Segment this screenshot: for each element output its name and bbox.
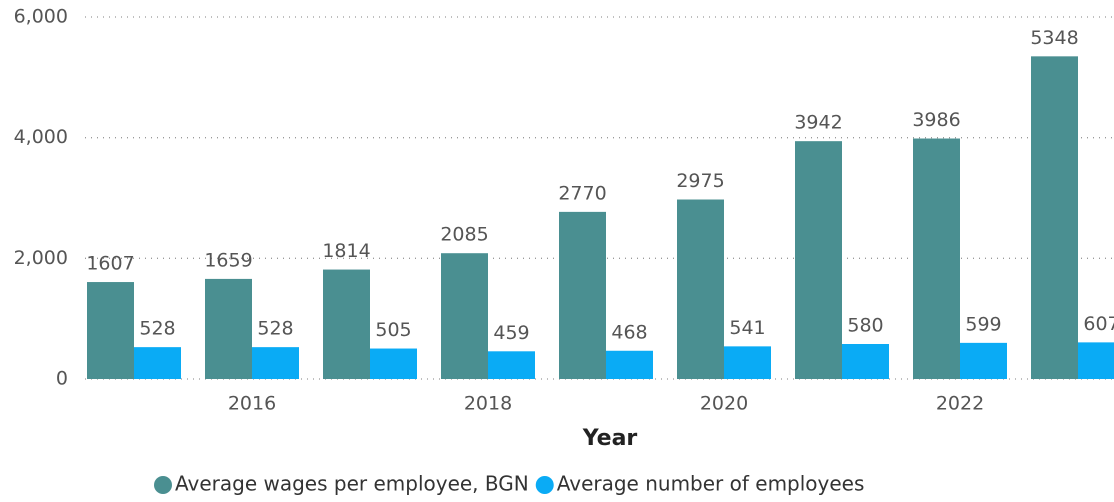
y-tick-label: 2,000	[14, 247, 68, 269]
value-label: 599	[965, 313, 1001, 335]
bar	[842, 344, 889, 379]
bar	[724, 346, 771, 379]
x-tick-label: 2016	[228, 393, 276, 415]
legend-marker	[535, 476, 554, 494]
value-label: 1607	[86, 253, 134, 275]
value-label: 1659	[204, 249, 252, 271]
value-label: 607	[1083, 313, 1114, 335]
value-label: 2085	[440, 224, 488, 246]
value-label: 459	[493, 322, 529, 344]
bar	[441, 253, 488, 379]
legend-label: Average number of employees	[557, 472, 865, 496]
value-label: 505	[375, 319, 411, 341]
value-label: 468	[611, 321, 647, 343]
value-label: 528	[139, 318, 175, 340]
value-label: 541	[729, 317, 765, 339]
bar	[488, 351, 535, 379]
bar	[134, 347, 181, 379]
bar	[205, 278, 252, 379]
x-tick-label: 2022	[936, 393, 984, 415]
legend-marker	[154, 476, 172, 494]
x-tick-label: 2018	[464, 393, 512, 415]
bar	[370, 348, 417, 379]
bar	[559, 211, 606, 379]
y-tick-label: 0	[56, 368, 68, 390]
value-label: 528	[257, 318, 293, 340]
legend-label: Average wages per employee, BGN	[175, 472, 529, 496]
value-label: 3986	[912, 109, 960, 131]
bar	[87, 282, 134, 379]
bar	[323, 269, 370, 379]
value-label: 2770	[558, 182, 606, 204]
y-tick-label: 4,000	[14, 126, 68, 148]
x-tick-label: 2020	[700, 393, 748, 415]
value-label: 580	[847, 315, 883, 337]
x-axis-title: Year	[582, 426, 638, 451]
bar	[1031, 56, 1078, 379]
bar	[606, 350, 653, 379]
bar	[1078, 342, 1114, 379]
value-label: 2975	[676, 170, 724, 192]
bar	[252, 347, 299, 379]
value-label: 5348	[1030, 27, 1078, 49]
bar	[960, 342, 1007, 379]
bar	[913, 138, 960, 379]
value-label: 3942	[794, 112, 842, 134]
bar	[795, 141, 842, 379]
y-tick-label: 6,000	[14, 6, 68, 28]
bar	[677, 199, 724, 379]
value-label: 1814	[322, 240, 370, 262]
